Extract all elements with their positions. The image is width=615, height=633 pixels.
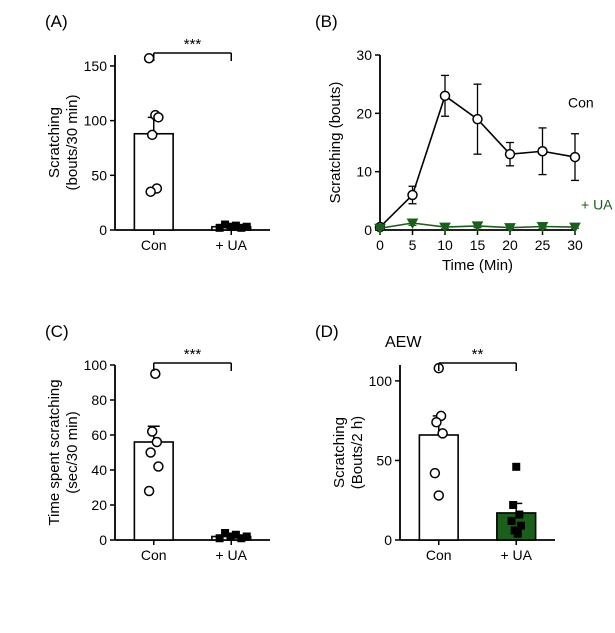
svg-text:**: **	[472, 346, 484, 363]
svg-text:50: 50	[376, 452, 392, 468]
svg-text:Con: Con	[568, 95, 594, 111]
svg-text:60: 60	[91, 427, 107, 443]
svg-text:20: 20	[502, 237, 518, 253]
svg-text:***: ***	[184, 36, 202, 53]
svg-text:Con: Con	[141, 237, 167, 253]
svg-text:20: 20	[91, 497, 107, 513]
svg-text:Scratching: Scratching	[331, 417, 348, 488]
svg-text:50: 50	[91, 167, 107, 183]
svg-text:100: 100	[84, 113, 108, 129]
svg-text:+ UA: + UA	[215, 547, 247, 563]
svg-text:Scratching: Scratching	[46, 107, 63, 178]
panel-B: 0 10 20 30 0 5 10 15 20 25 30 Scratching (bouts) Tim…	[327, 47, 613, 274]
svg-text:30: 30	[567, 237, 583, 253]
svg-text:Time (Min): Time (Min)	[442, 257, 513, 274]
svg-text:25: 25	[535, 237, 551, 253]
panel-C: 0 20 40 60 80 100 Time spent scratching(sec/30…	[46, 346, 270, 563]
svg-text:Scratching (bouts): Scratching (bouts)	[327, 82, 344, 204]
svg-text:+ UA: + UA	[215, 237, 247, 253]
panel-A: 0 50 100 150 Scratching(bouts/30 min) Con + UA…	[46, 36, 270, 253]
svg-text:AEW: AEW	[385, 334, 422, 351]
svg-text:Con: Con	[141, 547, 167, 563]
svg-text:30: 30	[356, 47, 372, 63]
svg-text:Con: Con	[426, 547, 452, 563]
svg-text:10: 10	[356, 164, 372, 180]
svg-text:15: 15	[470, 237, 486, 253]
svg-text:40: 40	[91, 462, 107, 478]
svg-text:80: 80	[91, 392, 107, 408]
svg-text:(bouts/30 min): (bouts/30 min)	[64, 95, 81, 191]
svg-text:Time spent scratching: Time spent scratching	[46, 379, 63, 525]
svg-text:10: 10	[437, 237, 453, 253]
svg-text:+ UA: + UA	[581, 197, 613, 213]
svg-text:(Bouts/2 h): (Bouts/2 h)	[349, 416, 366, 489]
panel-D: 0 50 100 Scratching(Bouts/2 h) Con + UA ** AEW	[331, 334, 555, 563]
svg-text:(sec/30 min): (sec/30 min)	[64, 411, 81, 494]
svg-text:0: 0	[99, 532, 107, 548]
svg-text:100: 100	[84, 357, 108, 373]
figure-root: (A) (B) (C) (D) 050100150Scratching(bout…	[0, 0, 615, 633]
svg-text:+ UA: + UA	[500, 547, 532, 563]
svg-text:0: 0	[376, 237, 384, 253]
svg-text:20: 20	[356, 105, 372, 121]
figure-svg: 050100150Scratching(bouts/30 min)Con+ UA…	[0, 0, 615, 633]
svg-text:5: 5	[409, 237, 417, 253]
svg-text:***: ***	[184, 346, 202, 363]
svg-text:100: 100	[369, 373, 393, 389]
svg-text:150: 150	[84, 58, 108, 74]
svg-text:0: 0	[384, 532, 392, 548]
svg-text:0: 0	[99, 222, 107, 238]
svg-text:0: 0	[364, 222, 372, 238]
